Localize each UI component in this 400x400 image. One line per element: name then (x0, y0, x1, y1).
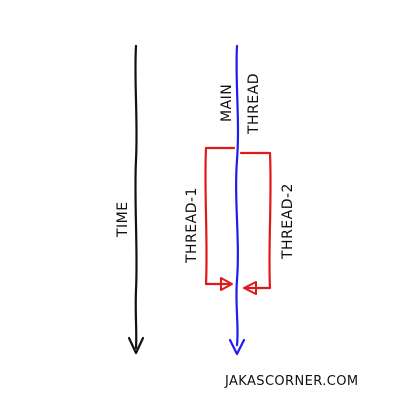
thread-2-line (239, 151, 272, 290)
main-thread-arrowhead (228, 338, 246, 356)
thread-1-line (204, 146, 236, 286)
time-axis-arrowhead (127, 336, 145, 355)
main-thread-line (235, 44, 240, 347)
thread-2-label: THREAD-2 (280, 183, 296, 260)
main-thread-label-line2: THREAD (246, 73, 262, 135)
time-axis (127, 44, 145, 355)
time-axis-line (134, 44, 138, 350)
main-thread (228, 44, 246, 356)
site-credit: JAKASCORNER.COM (224, 374, 358, 389)
thread-2-arrowhead (243, 281, 257, 295)
main-thread-label-line1: MAIN (219, 84, 235, 122)
thread-1 (204, 146, 236, 291)
thread-1-arrowhead (220, 277, 233, 291)
thread-1-label: THREAD-1 (184, 187, 200, 264)
time-label: TIME (115, 201, 131, 238)
thread-2 (239, 151, 272, 295)
